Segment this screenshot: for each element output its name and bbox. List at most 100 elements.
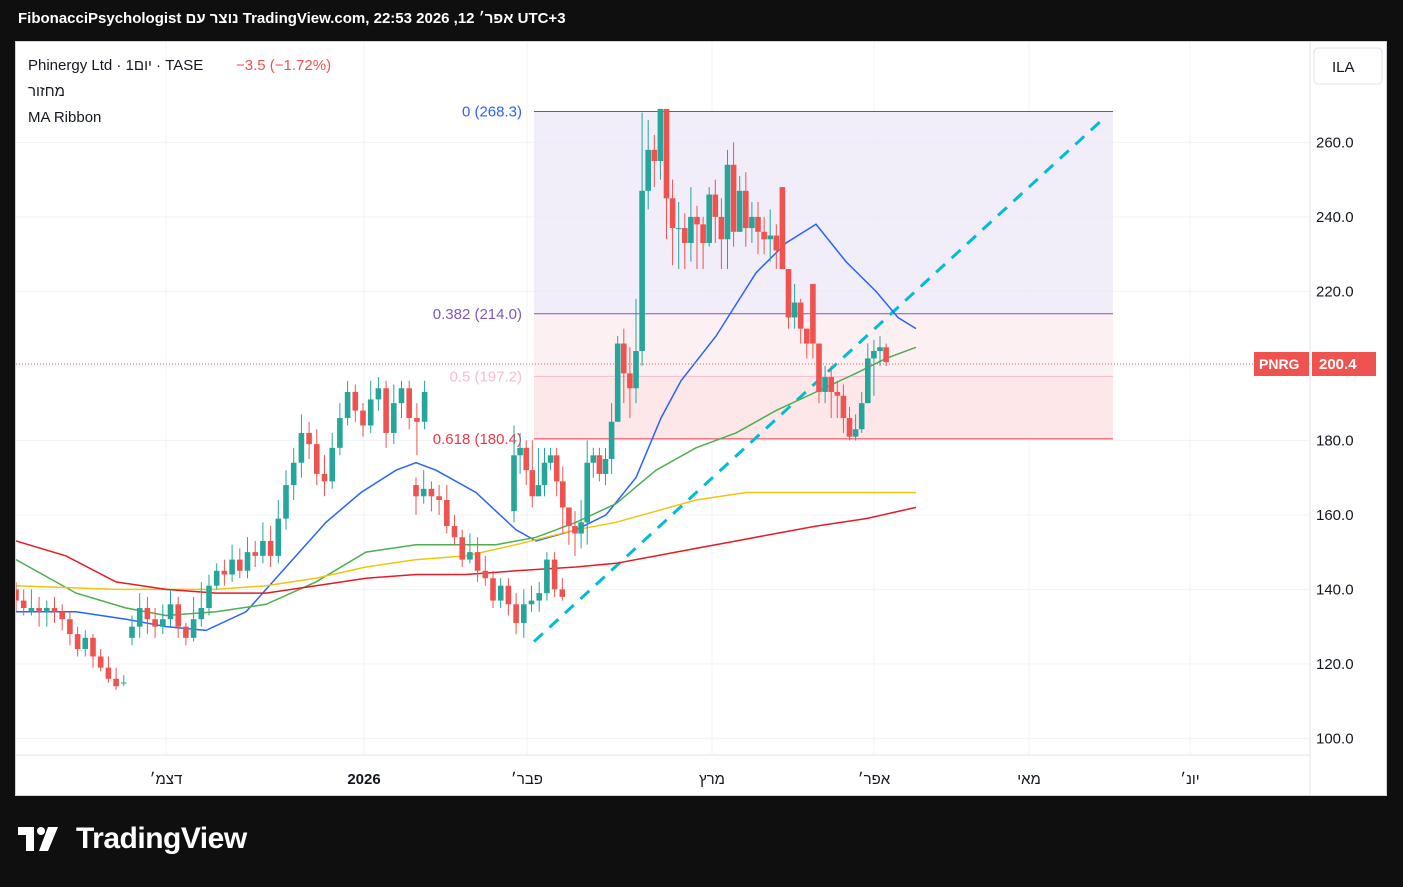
currency-button[interactable] (1313, 47, 1383, 85)
fib-level-label: 0.618 (180.4) (433, 431, 522, 448)
candle-body (797, 302, 804, 329)
candle-body (521, 604, 527, 623)
candle-body (651, 149, 658, 162)
candle-body (229, 559, 235, 575)
candle-body (517, 447, 523, 456)
candle-body (375, 388, 382, 400)
candle-body (736, 190, 743, 232)
price-axis: 100.0120.0140.0160.0180.0200.0220.0240.0… (1316, 134, 1354, 747)
time-tick-label: 2026 (347, 771, 380, 788)
candle-body (608, 421, 615, 460)
chart-svg[interactable]: 0 (268.3) 0.382 (214.0) 0.5 (197.2) 0.618 (… (13, 42, 1386, 795)
candle-body (761, 231, 767, 240)
time-tick-label: פבר׳ (511, 771, 543, 788)
candle-body (420, 488, 427, 497)
brand-logo[interactable]: TradingView (18, 822, 247, 856)
candle-body (706, 194, 712, 243)
price-tick-label: 140.0 (1316, 581, 1354, 598)
price-tick-label: 180.0 (1316, 432, 1354, 449)
volume-label[interactable]: מחזור (28, 83, 65, 100)
candle-body (791, 302, 798, 318)
candle-body (391, 403, 397, 433)
candle-body (167, 604, 174, 620)
candle-body (566, 507, 572, 527)
price-tick-label: 260.0 (1316, 134, 1354, 151)
candle-body (352, 391, 359, 411)
candle-body (244, 552, 251, 571)
candle-body (633, 351, 639, 389)
brand-name: TradingView (76, 822, 247, 855)
candle-body (657, 108, 664, 162)
candle-body (129, 626, 135, 638)
candle-body (451, 526, 458, 538)
fib-zone-0382-05 (534, 313, 1113, 377)
price-tick-label: 160.0 (1316, 507, 1354, 524)
candle-body (551, 559, 558, 590)
candle-body (883, 347, 889, 363)
attribution-text: FibonacciPsychologist נוצר עם TradingVie… (18, 10, 566, 27)
candle-body (474, 552, 481, 571)
candle-body (329, 447, 335, 482)
symbol-label[interactable]: Phinergy Ltd · 1יום · TASE (28, 57, 203, 74)
candle-body (406, 388, 412, 419)
candle-body (688, 216, 694, 243)
candle-body (267, 540, 274, 556)
candle-body (283, 485, 289, 519)
candle-body (865, 358, 871, 404)
candle-body (490, 578, 496, 601)
time-tick-label: יונ׳ (1180, 771, 1199, 788)
candle-body (645, 149, 651, 191)
indicator-label[interactable]: MA Ribbon (28, 109, 101, 126)
candle-body (505, 585, 512, 605)
candle-body (779, 187, 786, 270)
candle-body (467, 552, 473, 560)
candle-body (528, 600, 535, 605)
fib-level-label: 0.5 (197.2) (449, 368, 522, 385)
candle-body (28, 608, 35, 612)
candle-body (298, 432, 305, 463)
candle-body (572, 526, 578, 534)
price-tick-label: 240.0 (1316, 209, 1354, 226)
time-tick-label: אפר׳ (858, 771, 891, 788)
candle-body (221, 570, 228, 575)
candle-body (682, 228, 688, 243)
time-axis: דצמ׳ 2026 פבר׳ מרץ אפר׳ מאי יונ׳ (150, 771, 1200, 788)
candle-body (621, 343, 627, 374)
candle-body (90, 637, 96, 657)
candle-body (383, 388, 389, 433)
price-tag (1312, 352, 1376, 376)
ma-yellow-line (15, 491, 916, 591)
candle-body (413, 485, 419, 497)
candle-body (360, 410, 366, 426)
candle-body (724, 164, 731, 240)
candle-body (428, 488, 435, 497)
candle-body (584, 462, 590, 523)
ma-blue-line (16, 223, 917, 632)
candle-body (275, 518, 282, 556)
candle-body (206, 585, 212, 609)
tradingview-logo-icon (18, 827, 58, 851)
candle-body (306, 432, 312, 445)
candle-body (237, 559, 243, 571)
candle-body (497, 585, 504, 601)
candle-body (730, 164, 737, 232)
candle-body (321, 473, 328, 482)
fibonacci-retracement: 0 (268.3) 0.382 (214.0) 0.5 (197.2) 0.618 (… (433, 103, 1113, 448)
candle-body (113, 678, 119, 687)
fib-zone-0-0382 (534, 111, 1113, 314)
candle-body (121, 682, 127, 684)
candle-body (773, 235, 780, 251)
time-tick-label: מאי (1017, 771, 1041, 788)
candle-body (846, 418, 853, 437)
fib-level-label: 0 (268.3) (462, 103, 522, 120)
candle-body (314, 444, 320, 474)
candle-body (743, 190, 749, 229)
chart-frame[interactable]: 0 (268.3) 0.382 (214.0) 0.5 (197.2) 0.618 (… (13, 41, 1387, 796)
ticker-tag-label: PNRG (1259, 356, 1300, 372)
candle-body (337, 418, 343, 448)
candle-body (547, 455, 554, 463)
time-tick-label: מרץ (699, 771, 725, 788)
candle-body (144, 608, 151, 620)
candle-body (152, 619, 158, 627)
candle-body (810, 283, 816, 344)
